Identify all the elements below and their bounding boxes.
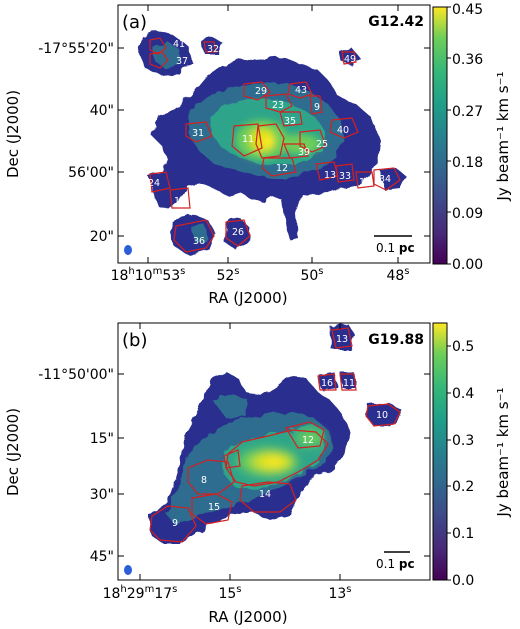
clump-17: 17 [174, 196, 186, 207]
beam-ellipse [124, 245, 132, 255]
panel-a: 41 32 37 29 43 9 23 35 40 31 11 25 39 12… [4, 2, 512, 307]
b-cb-4: 0.1 [452, 526, 474, 542]
clump-29: 29 [255, 86, 267, 97]
clump-25: 25 [316, 139, 328, 150]
a-xtick-0: 18h10m53s [111, 266, 186, 284]
b-clump-8: 8 [201, 475, 207, 486]
a-cb-5: 0.00 [452, 257, 483, 273]
a-ytick-0: -17°55'20" [38, 41, 114, 57]
a-ylabel: Dec (J2000) [4, 90, 22, 178]
b-clump-13: 13 [336, 334, 348, 345]
clump-24: 24 [148, 178, 160, 189]
clump-12: 12 [276, 163, 288, 174]
b-colorbar-labels: 0.5 0.4 0.3 0.2 0.1 0.0 [452, 339, 474, 589]
panel-a-frame [117, 4, 431, 264]
panel-a-source-name: G12.42 [368, 14, 424, 30]
b-clump-15: 15 [208, 502, 220, 513]
a-cb-0: 0.45 [452, 2, 483, 18]
clump-31: 31 [192, 128, 204, 139]
clump-36: 36 [193, 236, 205, 247]
a-colorbar-label: Jy beam⁻¹ km s⁻¹ [494, 71, 512, 201]
clump-49: 49 [344, 54, 356, 65]
clump-11: 11 [242, 134, 254, 145]
panel-b-ytick-labels: -11°50'00" 15" 30" 45" [38, 367, 114, 565]
b-clump-11: 11 [343, 378, 355, 389]
panel-b: 13 16 11 10 12 8 14 15 9 0.1 pc (b) G19.… [4, 322, 512, 626]
panel-a-clump-labels: 41 32 37 29 43 9 23 35 40 31 11 25 39 12… [148, 39, 391, 247]
panel-b-peak-emission [238, 430, 324, 476]
clump-32: 32 [207, 44, 219, 55]
panel-b-clump-contours [149, 327, 401, 543]
a-colorbar-labels: 0.45 0.36 0.27 0.18 0.09 0.00 [452, 2, 483, 273]
panel-b-frame [117, 322, 431, 581]
clump-26: 26 [232, 227, 244, 238]
panel-b-clump-labels: 13 16 11 10 12 8 14 15 9 [172, 334, 388, 529]
a-ytick-2: 56'00" [68, 165, 114, 181]
clump-13: 13 [324, 170, 336, 181]
clump-37: 37 [176, 56, 188, 67]
a-cb-3: 0.18 [452, 155, 483, 171]
panel-a-label: (a) [122, 12, 147, 33]
clump-39: 39 [298, 147, 310, 158]
b-xtick-0: 18h29m17s [103, 584, 178, 602]
b-cb-2: 0.3 [452, 433, 474, 449]
clump-41: 41 [173, 39, 185, 50]
panel-b-xtick-labels: 18h29m17s 15s 13s [103, 584, 352, 602]
b-xtick-1: 15s [218, 584, 241, 602]
panel-b-emission-map: 13 16 11 10 12 8 14 15 9 0.1 pc [124, 324, 415, 575]
a-colorbar [432, 6, 448, 265]
b-ytick-1: 15" [90, 431, 114, 447]
b-clump-12: 12 [302, 435, 314, 446]
panel-a-clump-contours [149, 37, 401, 253]
a-xlabel: RA (J2000) [208, 289, 287, 307]
panel-a-ytick-labels: -17°55'20" 40" 56'00" 20" [38, 41, 114, 245]
a-cb-4: 0.09 [452, 206, 483, 222]
clump-43: 43 [295, 85, 307, 96]
b-beam-ellipse [124, 565, 132, 575]
b-colorbar-label: Jy beam⁻¹ km s⁻¹ [494, 387, 512, 517]
b-clump-16: 16 [321, 378, 333, 389]
b-ytick-2: 30" [90, 487, 114, 503]
b-ytick-3: 45" [90, 549, 114, 565]
b-cb-1: 0.4 [452, 386, 474, 402]
b-colorbar [432, 322, 448, 581]
clump-9: 9 [314, 102, 320, 113]
a-cb-2: 0.27 [452, 104, 483, 120]
clump-16: 16 [359, 177, 371, 188]
a-cb-1: 0.36 [452, 52, 483, 68]
b-xtick-2: 13s [328, 584, 351, 602]
panel-a-ticks [118, 5, 430, 263]
a-ytick-3: 20" [90, 229, 114, 245]
a-xtick-3: 48s [386, 266, 409, 284]
a-colorbar-ticks [447, 6, 451, 265]
a-xtick-2: 50s [300, 266, 323, 284]
clump-40: 40 [337, 125, 349, 136]
b-ytick-0: -11°50'00" [38, 367, 114, 383]
panel-b-ticks [118, 323, 430, 580]
b-clump-14: 14 [259, 489, 271, 500]
panel-a-emission-map: 41 32 37 29 43 9 23 35 40 31 11 25 39 12… [124, 30, 415, 256]
panel-b-source-name: G19.88 [368, 332, 424, 348]
a-ytick-1: 40" [90, 103, 114, 119]
b-clump-10: 10 [376, 410, 388, 421]
b-ylabel: Dec (J2000) [4, 408, 22, 496]
clump-34: 34 [379, 174, 391, 185]
panel-a-xtick-labels: 18h10m53s 52s 50s 48s [111, 266, 410, 284]
b-colorbar-ticks [447, 345, 451, 581]
b-xlabel: RA (J2000) [208, 608, 287, 626]
a-xtick-1: 52s [216, 266, 239, 284]
panel-b-label: (b) [122, 330, 147, 351]
scalebar-label-b: 0.1 pc [376, 557, 415, 571]
b-clump-9: 9 [172, 518, 178, 529]
b-cb-5: 0.0 [452, 573, 474, 589]
clump-23: 23 [272, 100, 284, 111]
scalebar-label-a: 0.1 pc [376, 241, 415, 255]
b-cb-3: 0.2 [452, 479, 474, 495]
clump-33: 33 [339, 171, 351, 182]
clump-35: 35 [284, 116, 296, 127]
b-cb-0: 0.5 [452, 339, 474, 355]
